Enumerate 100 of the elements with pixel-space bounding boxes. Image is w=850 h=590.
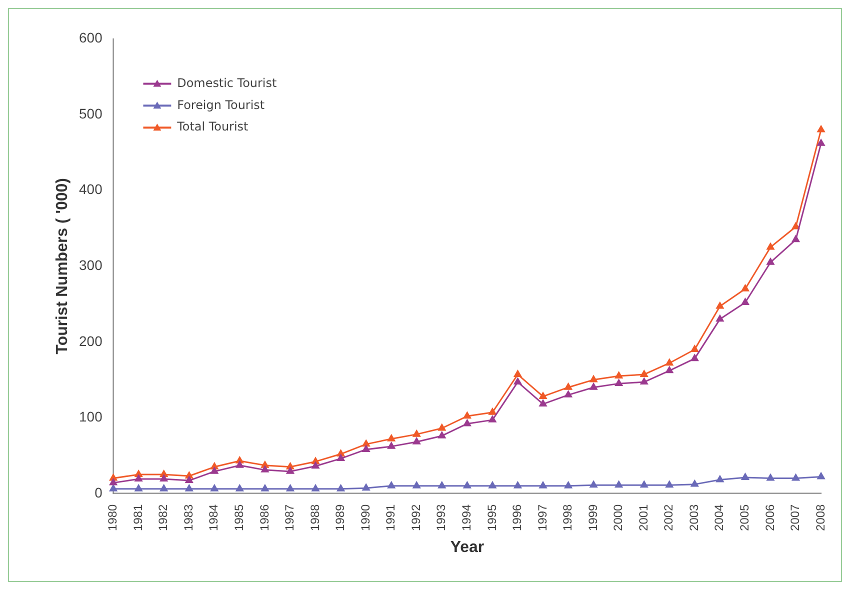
point bbox=[160, 470, 168, 477]
point bbox=[261, 484, 269, 492]
point bbox=[210, 467, 218, 474]
x-tick-label: 1999 bbox=[586, 504, 600, 531]
point bbox=[514, 370, 522, 377]
point bbox=[134, 474, 142, 482]
point bbox=[236, 484, 244, 492]
point bbox=[210, 484, 218, 492]
x-tick-label: 1997 bbox=[535, 504, 550, 531]
x-tick-label: 1996 bbox=[510, 504, 524, 531]
point bbox=[514, 378, 522, 385]
x-tick-label: 1989 bbox=[333, 504, 348, 531]
x-tick-label: 2004 bbox=[712, 504, 726, 531]
point bbox=[388, 442, 396, 449]
point bbox=[716, 476, 724, 482]
y-axis-title: Tourist Numbers ( '000) bbox=[54, 178, 71, 354]
point bbox=[666, 366, 674, 374]
legend-label: Foreign Tourist bbox=[177, 98, 265, 112]
point bbox=[564, 390, 572, 398]
point bbox=[286, 467, 294, 474]
point bbox=[716, 314, 724, 322]
x-tick-label: 1982 bbox=[156, 504, 170, 531]
point bbox=[792, 222, 800, 230]
point bbox=[766, 474, 774, 481]
x-tick-label: 2001 bbox=[636, 504, 650, 531]
point bbox=[666, 358, 674, 366]
point bbox=[362, 484, 370, 491]
point bbox=[110, 484, 118, 492]
x-tick-label: 1998 bbox=[560, 504, 575, 531]
point bbox=[817, 126, 825, 132]
x-tick-label: 2008 bbox=[813, 504, 828, 531]
x-tick-label: 2003 bbox=[686, 504, 701, 531]
point bbox=[185, 484, 193, 492]
x-tick-label: 1993 bbox=[434, 504, 448, 531]
point bbox=[590, 383, 598, 390]
x-tick-label: 1992 bbox=[408, 504, 423, 531]
x-tick-label: 2002 bbox=[662, 504, 676, 531]
y-tick-label: 500 bbox=[79, 106, 103, 122]
point bbox=[514, 482, 522, 488]
point bbox=[690, 480, 698, 487]
x-tick-label: 1995 bbox=[484, 504, 499, 531]
point bbox=[412, 482, 420, 488]
point bbox=[388, 434, 396, 442]
x-tick-label: 1986 bbox=[257, 504, 272, 531]
point bbox=[539, 482, 547, 488]
point bbox=[110, 478, 118, 486]
point bbox=[792, 474, 800, 481]
point bbox=[766, 242, 774, 250]
point bbox=[312, 457, 320, 464]
y-tick-label: 0 bbox=[94, 484, 103, 500]
x-tick-label: 1981 bbox=[130, 504, 145, 531]
point bbox=[337, 450, 345, 457]
point bbox=[236, 456, 244, 464]
point bbox=[564, 383, 572, 390]
point bbox=[337, 454, 345, 462]
point bbox=[766, 258, 774, 265]
y-tick-label: 600 bbox=[79, 30, 103, 46]
point bbox=[615, 480, 623, 488]
point bbox=[590, 376, 598, 382]
x-tick-label: 1984 bbox=[206, 504, 221, 531]
point bbox=[185, 476, 193, 484]
point bbox=[362, 445, 370, 452]
x-tick-label: 1985 bbox=[232, 504, 246, 531]
point bbox=[210, 462, 218, 470]
point bbox=[286, 484, 294, 492]
point bbox=[716, 302, 724, 309]
point bbox=[640, 480, 648, 488]
legend-label: Domestic Tourist bbox=[177, 76, 277, 90]
y-tick-label: 400 bbox=[79, 181, 103, 198]
x-tick-label: 1983 bbox=[181, 504, 196, 531]
x-tick-label: 1994 bbox=[459, 504, 474, 531]
point bbox=[412, 430, 420, 437]
point bbox=[615, 372, 623, 378]
point bbox=[388, 482, 396, 488]
point bbox=[160, 474, 168, 482]
point bbox=[590, 480, 598, 488]
point bbox=[741, 298, 749, 306]
point bbox=[564, 482, 572, 488]
point bbox=[488, 416, 496, 422]
point bbox=[236, 461, 244, 468]
x-tick-label: 1980 bbox=[106, 504, 120, 531]
point bbox=[488, 408, 496, 415]
point bbox=[438, 482, 446, 488]
x-axis-title: Year bbox=[450, 538, 484, 556]
point bbox=[438, 432, 446, 438]
y-tick-label: 100 bbox=[79, 408, 103, 425]
point bbox=[690, 354, 698, 362]
point bbox=[792, 235, 800, 242]
x-tick-label: 1990 bbox=[358, 504, 372, 531]
point bbox=[817, 472, 825, 480]
point bbox=[817, 139, 825, 146]
point bbox=[362, 440, 370, 447]
point bbox=[640, 370, 648, 377]
x-tick-label: 1988 bbox=[308, 504, 322, 531]
x-tick-label: 1987 bbox=[282, 504, 297, 531]
x-tick-label: 2005 bbox=[738, 504, 752, 531]
point bbox=[134, 470, 142, 477]
point bbox=[741, 473, 749, 480]
point bbox=[185, 472, 193, 478]
point bbox=[463, 419, 471, 426]
